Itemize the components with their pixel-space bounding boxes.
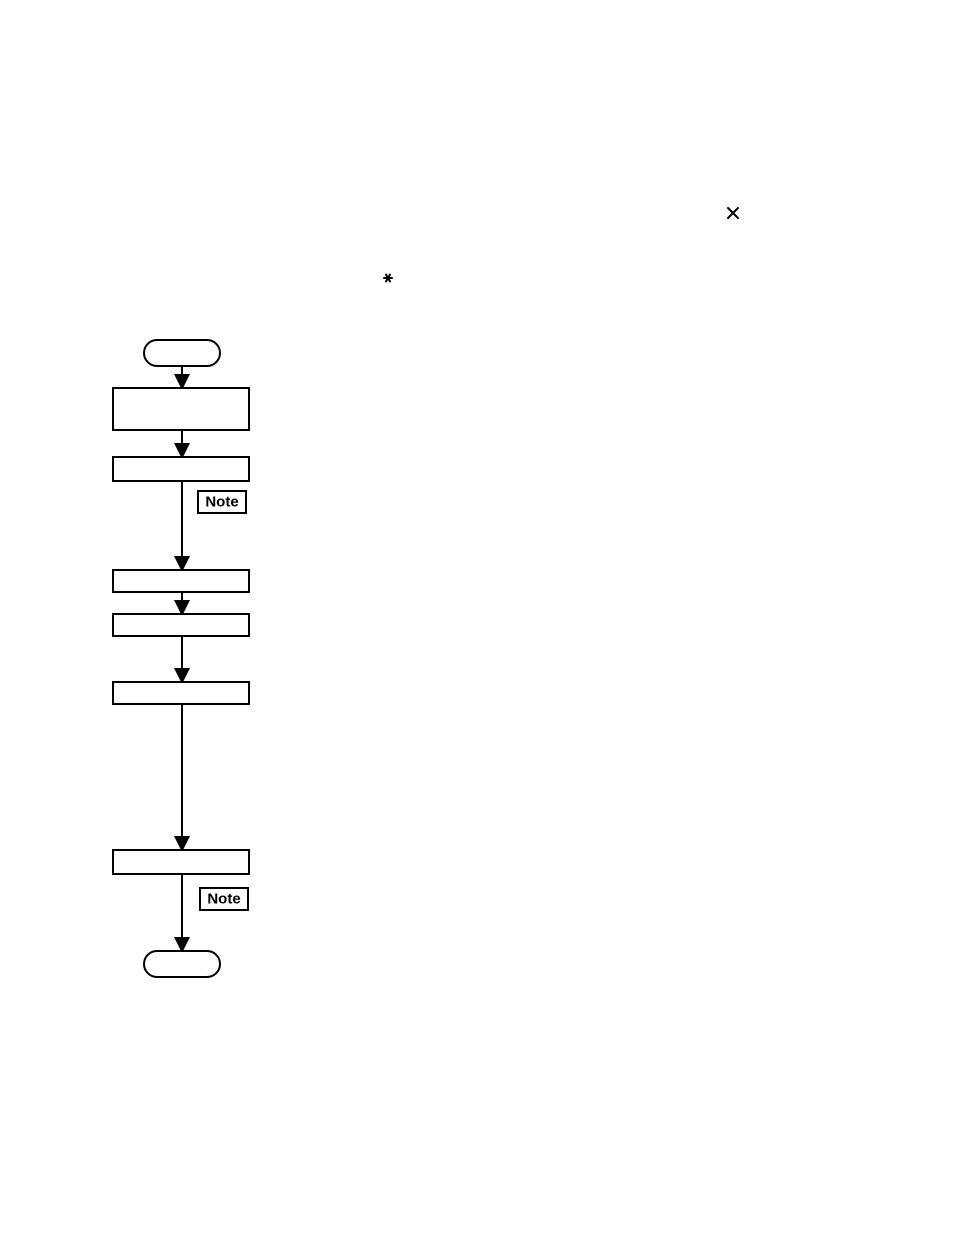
node-p4 <box>113 614 249 636</box>
note-label: Note <box>205 494 238 511</box>
node-p6 <box>113 850 249 874</box>
asterisk-icon <box>384 275 392 282</box>
cross-icon <box>728 208 738 218</box>
node-p3 <box>113 570 249 592</box>
node-note2: Note <box>200 888 248 910</box>
note-label: Note <box>207 891 240 908</box>
node-p5 <box>113 682 249 704</box>
node-p2 <box>113 457 249 481</box>
node-start <box>144 340 220 366</box>
node-p1 <box>113 388 249 430</box>
node-note1: Note <box>198 491 246 513</box>
diagram-canvas: Note Note <box>0 0 954 1244</box>
node-end <box>144 951 220 977</box>
